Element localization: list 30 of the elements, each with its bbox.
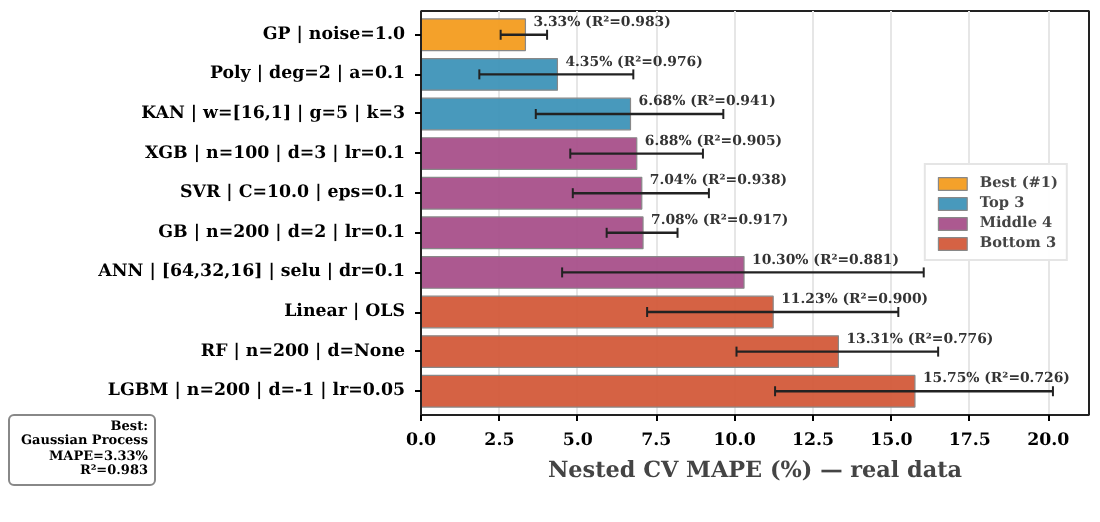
bar bbox=[421, 216, 644, 250]
bar bbox=[421, 374, 916, 408]
y-tick-label: Poly | deg=2 | a=0.1 bbox=[209, 64, 405, 85]
bar bbox=[421, 255, 745, 289]
y-tick-label: SVR | C=10.0 | eps=0.1 bbox=[180, 183, 406, 204]
y-tick-label: LGBM | n=200 | d=-1 | lr=0.05 bbox=[107, 381, 406, 402]
bar bbox=[421, 97, 632, 131]
y-tick-label: KAN | w=[16,1] | g=5 | k=3 bbox=[141, 103, 406, 124]
bar bbox=[421, 335, 840, 369]
bar bbox=[421, 57, 559, 91]
y-tick-label: ANN | [64,32,16] | selu | dr=0.1 bbox=[96, 262, 406, 283]
x-tick-label: 5.0 bbox=[562, 431, 593, 451]
x-tick-label: 17.5 bbox=[948, 431, 991, 451]
x-tick-label: 0.0 bbox=[405, 431, 437, 451]
bar bbox=[421, 176, 643, 210]
bar bbox=[421, 295, 774, 329]
y-tick-label: RF | n=200 | d=None bbox=[200, 341, 406, 362]
x-tick-label: 12.5 bbox=[791, 431, 835, 451]
x-tick-label: 20.0 bbox=[1027, 431, 1070, 451]
y-tick-label: XGB | n=100 | d=3 | lr=0.1 bbox=[144, 143, 406, 164]
y-tick-label: Linear | OLS bbox=[284, 302, 406, 323]
x-tick-label: 15.0 bbox=[870, 431, 913, 451]
x-tick-label: 10.0 bbox=[713, 431, 756, 451]
y-tick-label: GP | noise=1.0 bbox=[262, 24, 406, 45]
bar bbox=[421, 137, 638, 171]
y-tick-label: GB | n=200 | d=2 | lr=0.1 bbox=[158, 222, 405, 243]
x-axis-title: Nested CV MAPE (%) — real data bbox=[547, 455, 963, 483]
x-tick-label: 7.5 bbox=[641, 431, 672, 451]
x-tick-label: 2.5 bbox=[484, 431, 515, 451]
bar bbox=[421, 18, 527, 52]
